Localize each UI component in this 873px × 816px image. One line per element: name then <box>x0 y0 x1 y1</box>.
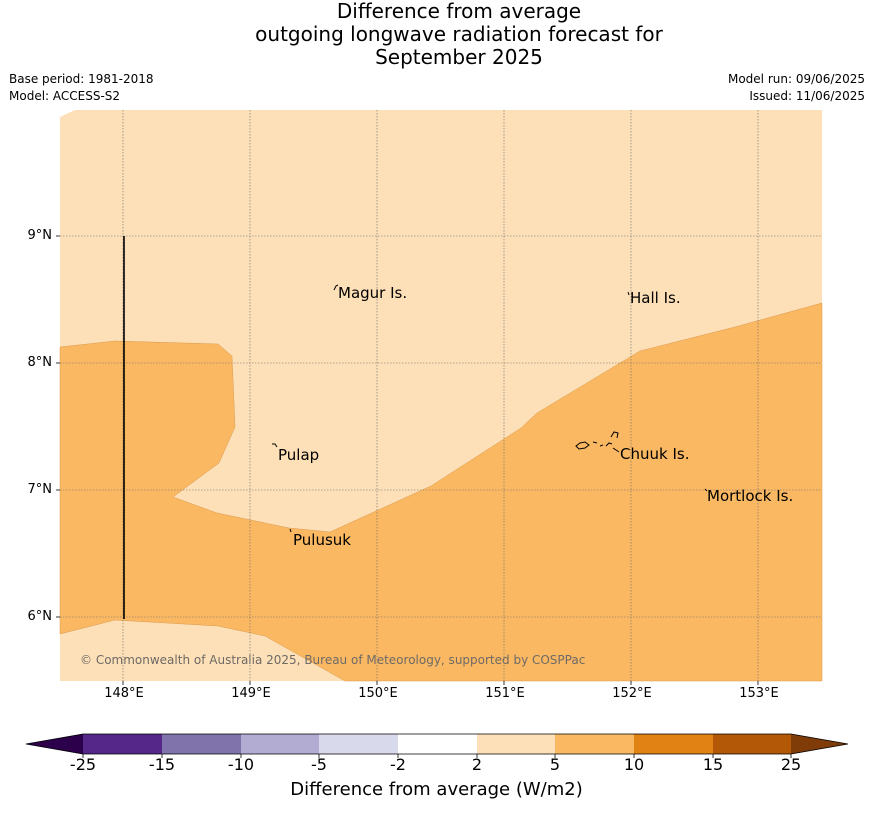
colorbar-swatch <box>477 734 555 754</box>
lat-tick-6n: 6°N <box>27 609 53 624</box>
colorbar-label: 15 <box>702 755 724 774</box>
place-label-magur: Magur Is. <box>338 284 408 302</box>
lon-tick-149e: 149°E <box>231 686 271 701</box>
meta-right: Model run: 09/06/2025 Issued: 11/06/2025 <box>728 71 865 105</box>
issued-date: Issued: 11/06/2025 <box>749 89 865 103</box>
colorbar <box>26 734 848 754</box>
magur-island-outline <box>333 284 339 291</box>
colorbar-swatch <box>634 734 713 754</box>
colorbar-label: -15 <box>148 755 176 774</box>
colorbar-swatch <box>398 734 477 754</box>
model-run: Model run: 09/06/2025 <box>727 72 865 86</box>
chuuk-lagoon-outline <box>575 431 620 453</box>
meta-left: Base period: 1981-2018 Model: ACCESS-S2 <box>9 71 154 105</box>
colorbar-swatch <box>713 734 791 754</box>
lat-tick-9n: 9°N <box>27 228 53 243</box>
place-label-mortlock: Mortlock Is. <box>707 487 794 505</box>
place-label-chuuk: Chuuk Is. <box>620 445 690 463</box>
colorbar-label: 2 <box>471 755 483 774</box>
axis-ticks <box>56 235 759 685</box>
lat-tick-7n: 7°N <box>27 482 53 497</box>
model-name: Model: ACCESS-S2 <box>9 89 121 103</box>
lon-tick-151e: 151°E <box>485 686 525 701</box>
colorbar-label: 5 <box>549 755 561 774</box>
place-label-pulap: Pulap <box>278 446 320 464</box>
colorbar-label: 25 <box>780 755 802 774</box>
lon-tick-152e: 152°E <box>612 686 652 701</box>
map-title: Difference from average outgoing longwav… <box>0 0 873 69</box>
title-line-2: outgoing longwave radiation forecast for <box>255 22 663 46</box>
colorbar-swatch <box>555 734 634 754</box>
colorbar-label: -5 <box>311 755 327 774</box>
colorbar-label: -10 <box>227 755 255 774</box>
colorbar-swatch <box>319 734 398 754</box>
place-label-hall: Hall Is. <box>630 289 681 307</box>
copyright-notice: © Commonwealth of Australia 2025, Bureau… <box>80 653 586 667</box>
title-line-3: September 2025 <box>375 45 543 69</box>
lon-tick-150e: 150°E <box>358 686 398 701</box>
colorbar-extend-low <box>26 734 83 754</box>
lat-tick-8n: 8°N <box>27 355 53 370</box>
title-line-1: Difference from average <box>336 0 582 23</box>
colorbar-swatch <box>162 734 241 754</box>
place-label-pulusuk: Pulusuk <box>293 531 351 549</box>
colorbar-ticks <box>82 754 792 758</box>
hall-island-outline <box>627 291 630 296</box>
colorbar-label: 10 <box>623 755 645 774</box>
colorbar-swatch <box>83 734 162 754</box>
colorbar-title: Difference from average (W/m2) <box>290 779 583 800</box>
pulusuk-island-outline <box>289 528 292 533</box>
lon-tick-148e: 148°E <box>104 686 144 701</box>
map-edge-mask <box>60 110 75 117</box>
colorbar-swatch <box>241 734 319 754</box>
anomaly-region-5-to-10 <box>59 302 823 682</box>
colorbar-label: -2 <box>390 755 406 774</box>
base-period: Base period: 1981-2018 <box>9 72 154 86</box>
colorbar-label: -25 <box>69 755 97 774</box>
colorbar-extend-high <box>791 734 848 754</box>
mortlock-island-outline <box>704 488 708 492</box>
island-outlines <box>272 284 708 533</box>
graticule <box>60 110 822 681</box>
lon-tick-153e: 153°E <box>739 686 779 701</box>
pulap-island-outline <box>272 443 278 448</box>
